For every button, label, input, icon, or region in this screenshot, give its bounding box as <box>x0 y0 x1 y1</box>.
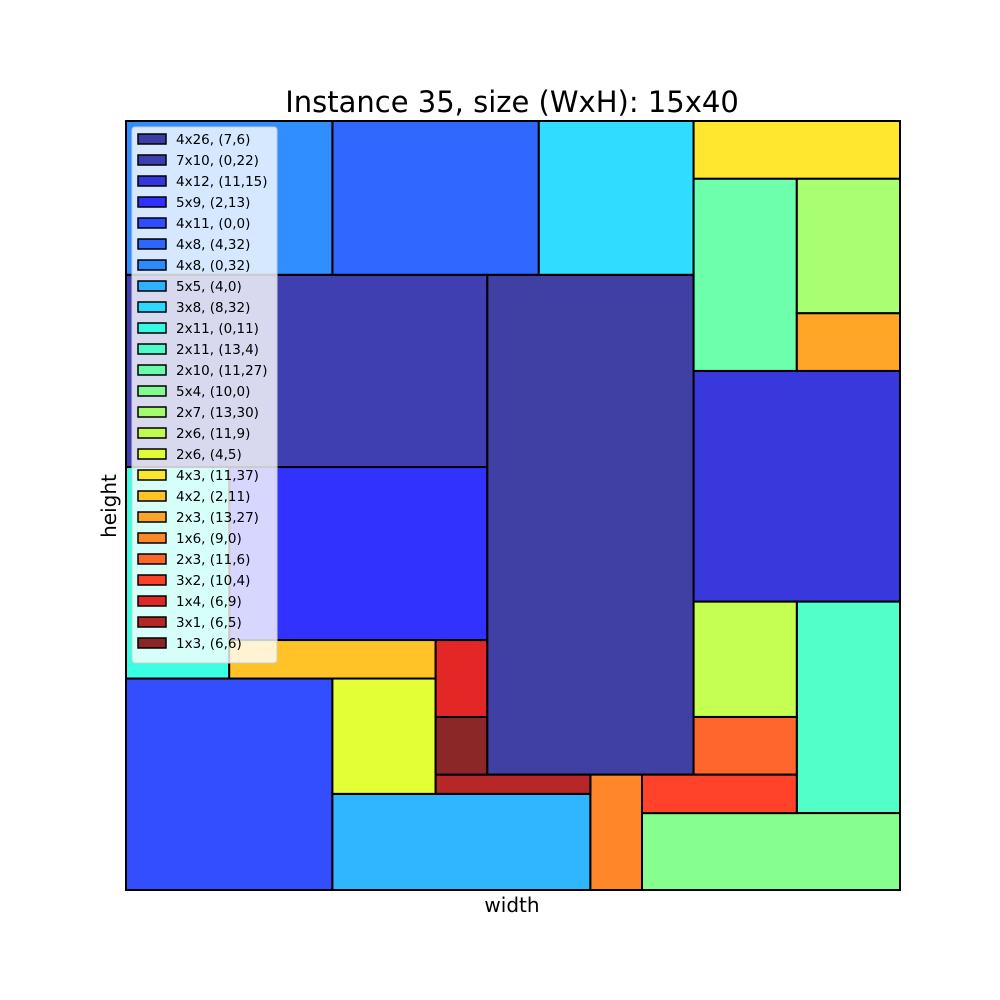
rect-16 <box>692 120 901 180</box>
rect-20 <box>692 715 798 776</box>
legend-label-10: 2x11, (13,4) <box>176 342 259 358</box>
legend-swatch-24 <box>137 637 167 649</box>
legend-swatch-13 <box>137 406 167 418</box>
legend-swatch-8 <box>137 301 167 313</box>
rect-4 <box>125 677 334 892</box>
legend-label-21: 3x2, (10,4) <box>176 573 250 589</box>
legend-swatch-12 <box>137 385 167 397</box>
legend-label-6: 4x8, (0,32) <box>176 258 250 274</box>
legend-swatch-9 <box>137 322 167 334</box>
legend-label-7: 5x5, (4,0) <box>176 279 242 295</box>
rect-12 <box>641 812 901 891</box>
rect-21 <box>641 773 798 815</box>
legend-label-1: 7x10, (0,22) <box>176 153 259 169</box>
legend-label-13: 2x7, (13,30) <box>176 405 259 421</box>
rect-18 <box>795 312 901 372</box>
legend-label-22: 1x4, (6,9) <box>176 594 242 610</box>
legend-swatch-2 <box>137 175 167 187</box>
rect-14 <box>692 600 798 718</box>
legend-swatch-17 <box>137 490 167 502</box>
plot-frame <box>125 120 901 891</box>
legend-swatch-6 <box>137 259 167 271</box>
legend-label-23: 3x1, (6,5) <box>176 615 242 631</box>
legend-swatch-1 <box>137 154 167 166</box>
legend-swatch-4 <box>137 217 167 229</box>
legend-label-11: 2x10, (11,27) <box>176 363 268 379</box>
rect-24 <box>434 715 489 776</box>
legend-label-18: 2x3, (13,27) <box>176 510 259 526</box>
legend-swatch-19 <box>137 532 167 544</box>
rect-7 <box>331 792 592 891</box>
rect-8 <box>537 120 695 276</box>
legend-swatch-21 <box>137 574 167 586</box>
legend-swatch-23 <box>137 616 167 628</box>
rect-10 <box>795 600 901 815</box>
legend-swatch-20 <box>137 553 167 565</box>
legend-label-15: 2x6, (4,5) <box>176 447 242 463</box>
legend-swatch-18 <box>137 511 167 523</box>
legend-label-4: 4x11, (0,0) <box>176 216 250 232</box>
rect-5 <box>331 120 540 276</box>
legend-swatch-16 <box>137 469 167 481</box>
legend-swatch-22 <box>137 595 167 607</box>
legend-label-8: 3x8, (8,32) <box>176 300 250 316</box>
legend-label-5: 4x8, (4,32) <box>176 237 250 253</box>
legend-label-0: 4x26, (7,6) <box>176 132 250 148</box>
legend-swatch-3 <box>137 196 167 208</box>
legend-swatch-14 <box>137 427 167 439</box>
y-axis-label: height <box>97 474 121 538</box>
legend-label-12: 5x4, (10,0) <box>176 384 250 400</box>
rect-23 <box>434 773 592 795</box>
legend-label-24: 1x3, (6,6) <box>176 636 242 652</box>
legend: 4x26, (7,6) 7x10, (0,22) 4x12, (11,15) 5x9,… <box>131 126 278 664</box>
legend-label-20: 2x3, (11,6) <box>176 552 250 568</box>
legend-label-2: 4x12, (11,15) <box>176 174 268 190</box>
rect-11 <box>692 177 798 372</box>
legend-label-9: 2x11, (0,11) <box>176 321 259 337</box>
legend-swatch-15 <box>137 448 167 460</box>
legend-box <box>131 126 278 664</box>
rect-15 <box>331 677 437 795</box>
x-axis-label: width <box>484 893 539 917</box>
legend-swatch-0 <box>137 133 167 145</box>
rect-13 <box>795 177 901 315</box>
legend-label-16: 4x3, (11,37) <box>176 468 259 484</box>
legend-swatch-10 <box>137 343 167 355</box>
legend-label-14: 2x6, (11,9) <box>176 426 250 442</box>
legend-label-19: 1x6, (9,0) <box>176 531 242 547</box>
rect-2 <box>692 369 901 603</box>
legend-swatch-7 <box>137 280 167 292</box>
rect-19 <box>589 773 644 892</box>
legend-swatch-5 <box>137 238 167 250</box>
chart-title: Instance 35, size (WxH): 15x40 <box>285 85 739 119</box>
legend-swatch-11 <box>137 364 167 376</box>
legend-label-17: 4x2, (2,11) <box>176 489 250 505</box>
rect-22 <box>434 639 489 718</box>
rect-0 <box>486 273 695 776</box>
legend-label-3: 5x9, (2,13) <box>176 195 250 211</box>
